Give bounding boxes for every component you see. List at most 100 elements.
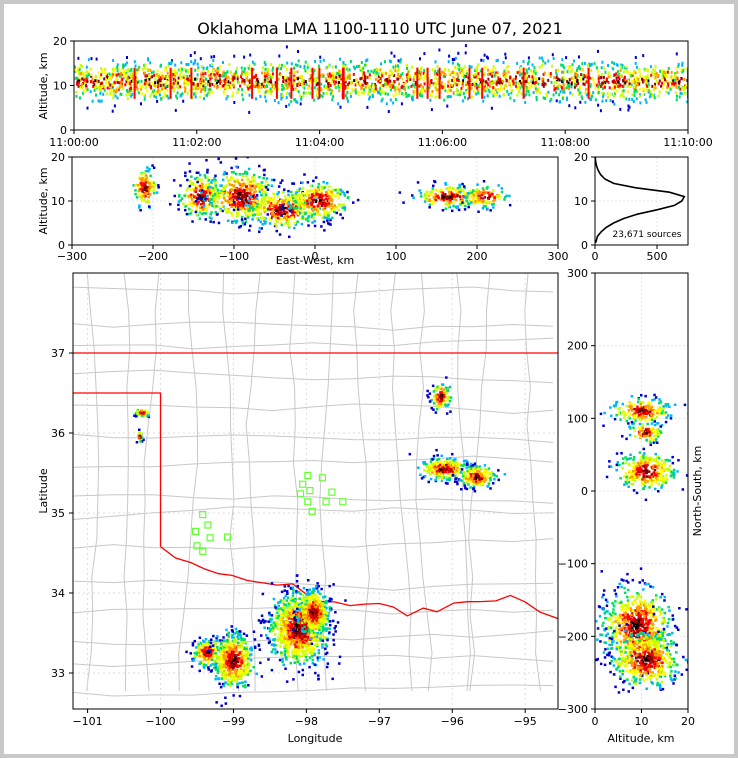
time-source <box>128 82 131 86</box>
time-source <box>102 92 105 96</box>
ew-source <box>276 195 280 199</box>
map-source <box>460 468 464 471</box>
time-source <box>100 89 103 93</box>
time-source <box>386 82 389 86</box>
time-source <box>644 75 647 79</box>
time-source <box>630 83 633 87</box>
ew-source <box>200 182 204 185</box>
time-source <box>317 91 320 95</box>
ew-source <box>467 203 471 206</box>
time-source <box>203 97 205 101</box>
time-source <box>349 91 352 95</box>
time-source <box>401 72 404 76</box>
time-source <box>647 79 650 83</box>
ew-source <box>211 192 214 195</box>
time-source <box>666 75 669 79</box>
time-source <box>81 64 84 68</box>
time-source <box>492 86 495 90</box>
time-source <box>288 103 291 107</box>
map-source <box>444 403 447 406</box>
time-source <box>490 106 493 110</box>
time-source <box>496 90 499 94</box>
map-source <box>436 398 440 401</box>
map-source <box>448 477 451 480</box>
time-strike <box>190 67 193 99</box>
time-source <box>568 78 571 82</box>
time-source <box>490 82 493 86</box>
time-source <box>373 68 376 72</box>
time-source <box>230 70 232 74</box>
ew-source <box>479 199 482 202</box>
time-source <box>614 83 617 87</box>
ew-source <box>472 200 475 203</box>
time-source <box>339 105 342 109</box>
map-source <box>462 477 466 480</box>
ew-source <box>423 200 427 203</box>
time-source <box>187 63 190 66</box>
time-source <box>243 79 246 83</box>
time-source <box>233 72 236 76</box>
time-source <box>255 97 257 101</box>
time-source <box>430 108 433 112</box>
map-source <box>465 462 469 465</box>
map-source <box>433 402 436 405</box>
time-source <box>524 100 527 104</box>
map-source <box>443 476 446 479</box>
time-source <box>423 76 426 79</box>
time-source <box>484 89 487 93</box>
ew-source <box>296 212 299 215</box>
ew-source <box>223 170 226 174</box>
time-source <box>130 79 133 83</box>
time-source <box>649 65 652 69</box>
ew-source <box>244 196 247 199</box>
time-source <box>109 75 112 79</box>
ew-xtick-label: 300 <box>548 250 569 263</box>
ew-source <box>145 169 149 173</box>
time-source <box>172 81 175 85</box>
time-source <box>405 79 408 83</box>
ew-source <box>195 171 199 174</box>
map-source <box>449 396 453 399</box>
time-source <box>608 86 611 90</box>
ew-source <box>210 211 213 214</box>
time-source <box>533 69 536 73</box>
map-source <box>136 409 139 413</box>
time-source <box>265 89 268 93</box>
time-source <box>418 93 421 97</box>
time-source <box>263 75 265 79</box>
time-source <box>350 81 353 85</box>
ew-source <box>286 203 290 206</box>
time-source <box>376 90 379 94</box>
time-source <box>344 85 347 89</box>
map-source <box>449 410 452 413</box>
time-source <box>162 95 165 99</box>
time-source <box>597 77 600 80</box>
ew-source <box>298 201 301 205</box>
ew-source <box>190 209 193 212</box>
time-source <box>678 95 681 99</box>
time-source <box>331 65 334 69</box>
map-source <box>473 476 476 480</box>
time-source <box>542 96 545 100</box>
time-source <box>108 89 111 92</box>
ew-source <box>249 202 252 205</box>
time-source <box>119 75 122 79</box>
time-source <box>85 70 87 74</box>
map-source <box>459 466 462 470</box>
ew-source <box>221 209 224 213</box>
time-source <box>215 78 218 82</box>
time-source <box>202 66 205 70</box>
time-source <box>589 97 592 101</box>
ew-source <box>279 221 282 224</box>
ew-source <box>432 184 435 188</box>
ew-source <box>335 211 338 215</box>
time-source <box>125 93 128 97</box>
time-source <box>284 86 287 90</box>
ew-source <box>402 201 405 204</box>
map-source <box>454 458 457 461</box>
time-source <box>511 88 514 92</box>
ew-source <box>284 206 287 210</box>
time-source <box>573 79 576 83</box>
map-source <box>449 465 452 468</box>
ew-source <box>195 204 199 207</box>
